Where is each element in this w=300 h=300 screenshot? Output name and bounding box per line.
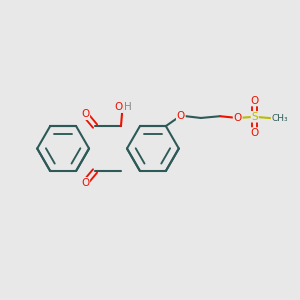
Text: O: O <box>233 113 242 123</box>
Text: O: O <box>81 178 89 188</box>
Text: S: S <box>251 112 258 122</box>
Text: O: O <box>81 110 89 119</box>
Text: H: H <box>124 102 132 112</box>
Text: O: O <box>115 102 123 112</box>
Text: O: O <box>250 96 259 106</box>
Text: O: O <box>250 128 259 138</box>
Text: O: O <box>177 111 185 121</box>
Text: CH₃: CH₃ <box>272 114 288 123</box>
